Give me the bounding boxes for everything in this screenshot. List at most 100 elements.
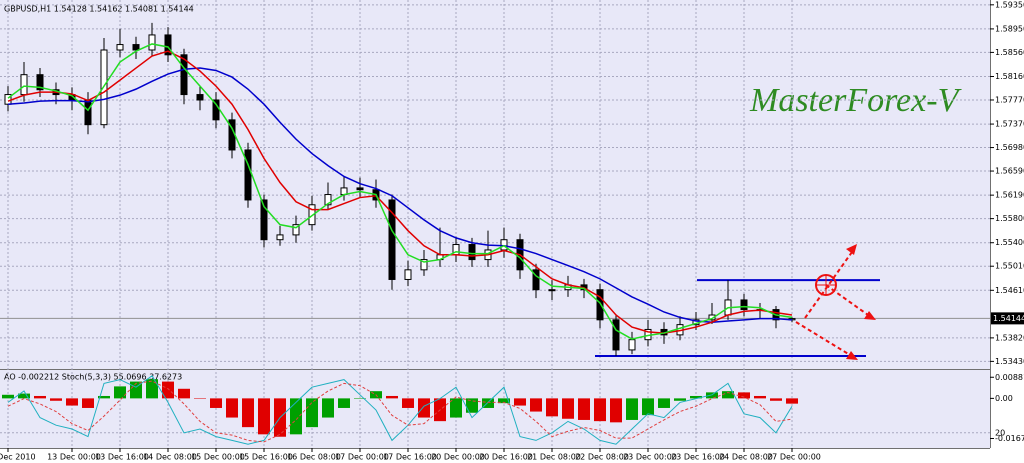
x-tick-label: 17 Dec 16:00 [383, 453, 437, 462]
candle-body [116, 44, 124, 51]
ao-bar [738, 392, 750, 399]
x-tick-label: 10 Dec 2010 [0, 453, 36, 462]
candle-body [500, 239, 508, 251]
current-price-label: 1.54144 [993, 314, 1024, 323]
x-tick-label: 16 Dec 08:00 [287, 453, 341, 462]
y-tick-label: 1.53430 [995, 357, 1024, 366]
candle-body [612, 319, 620, 351]
ao-bar [18, 393, 30, 399]
ao-bar [690, 395, 702, 399]
ao-bar [722, 391, 734, 399]
y-tick-label: 1.59350 [995, 0, 1024, 9]
ao-bar [610, 398, 622, 423]
ao-bar [338, 398, 350, 408]
stochastic-line [7, 375, 793, 445]
x-tick-label: 27 Dec 00:00 [767, 453, 821, 462]
y-tick-label: 1.58560 [995, 48, 1024, 57]
ao-bar [146, 379, 158, 399]
ao-bar [242, 398, 254, 428]
ao-bar [402, 398, 414, 408]
ao-bar [34, 395, 46, 399]
x-tick-label: 14 Dec 08:00 [143, 453, 197, 462]
arrow-line [795, 321, 851, 356]
candle-body [468, 244, 476, 261]
ao-bar [50, 398, 62, 401]
y-tick-label: 1.55400 [995, 238, 1024, 247]
ao-bar [754, 395, 766, 399]
ao-bar [418, 398, 430, 418]
x-tick-label: 21 Dec 08:00 [527, 453, 581, 462]
y-tick-label: 1.54610 [995, 286, 1024, 295]
arrow-head [864, 311, 876, 320]
y-tick-label: 1.56980 [995, 143, 1024, 152]
ao-bar [290, 398, 302, 435]
y-tick-label: 0.00 [995, 394, 1013, 403]
y-tick-label: 1.56190 [995, 191, 1024, 200]
y-tick-label: 1.57770 [995, 95, 1024, 104]
candle-body [164, 34, 172, 56]
candle-body [628, 339, 636, 351]
candle-body [196, 94, 204, 101]
arrow-line [825, 284, 869, 316]
ao-bar [706, 392, 718, 399]
y-tick-label: 1.56590 [995, 167, 1024, 176]
candle-body [740, 299, 748, 311]
y-tick-label: 0.00881 [995, 373, 1024, 382]
y-tick-label: 1.58950 [995, 24, 1024, 33]
ao-bar [2, 394, 14, 399]
candle-body [148, 34, 156, 51]
arrow-head [846, 351, 858, 360]
ao-bar [578, 398, 590, 420]
axis-background [990, 0, 1024, 463]
moving-average [7, 43, 793, 340]
ao-bar [114, 386, 126, 399]
candle-body [404, 269, 412, 280]
candle-body [20, 74, 28, 96]
ao-bar [466, 398, 478, 413]
ao-bar [498, 398, 510, 404]
ao-bar [354, 398, 366, 399]
x-tick-label: 17 Dec 00:00 [335, 453, 389, 462]
ao-bar [306, 398, 318, 428]
x-tick-label: 15 Dec 00:00 [191, 453, 245, 462]
x-tick-label: 20 Dec 00:00 [431, 453, 485, 462]
ao-bar [594, 398, 606, 422]
y-tick-label: 1.55800 [995, 214, 1024, 223]
ao-bar [194, 398, 206, 399]
candle-body [84, 99, 92, 126]
ao-bar [162, 381, 174, 399]
candle-body [212, 99, 220, 121]
candle-body [596, 289, 604, 321]
oscillator-title: AO -0.002212 Stoch(5,3,3) 55.0696 37.627… [4, 373, 182, 382]
candle-body [356, 187, 364, 191]
ao-bar [258, 398, 270, 435]
annotations [795, 244, 876, 360]
ao-bar [514, 398, 526, 406]
ao-bar [546, 398, 558, 417]
main-title: GBPUSD,H1 1.54128 1.54162 1.54081 1.5414… [4, 5, 194, 14]
candle-body [532, 269, 540, 291]
x-tick-label: 20 Dec 16:00 [479, 453, 533, 462]
candle-body [292, 224, 300, 236]
arrow-head [846, 244, 857, 255]
x-tick-label: 23 Dec 16:00 [671, 453, 725, 462]
x-tick-label: 23 Dec 00:00 [623, 453, 677, 462]
ao-bar [626, 398, 638, 420]
candle-body [388, 199, 396, 280]
x-tick-label: 15 Dec 16:00 [239, 453, 293, 462]
ao-bar [658, 398, 670, 408]
ao-bar [98, 395, 110, 399]
candle-body [180, 54, 188, 96]
x-tick-label: 13 Dec 00:00 [47, 453, 101, 462]
y-tick-label: 1.53820 [995, 333, 1024, 342]
y-tick-label: -0.01673 [995, 434, 1024, 443]
ao-bar [178, 388, 190, 399]
ao-bar [450, 398, 462, 418]
ao-bar [770, 398, 782, 401]
x-tick-label: 24 Dec 08:00 [719, 453, 773, 462]
ao-bar [562, 398, 574, 419]
candle-body [276, 234, 284, 241]
candle-body [132, 44, 140, 51]
y-tick-label: 1.58160 [995, 72, 1024, 81]
